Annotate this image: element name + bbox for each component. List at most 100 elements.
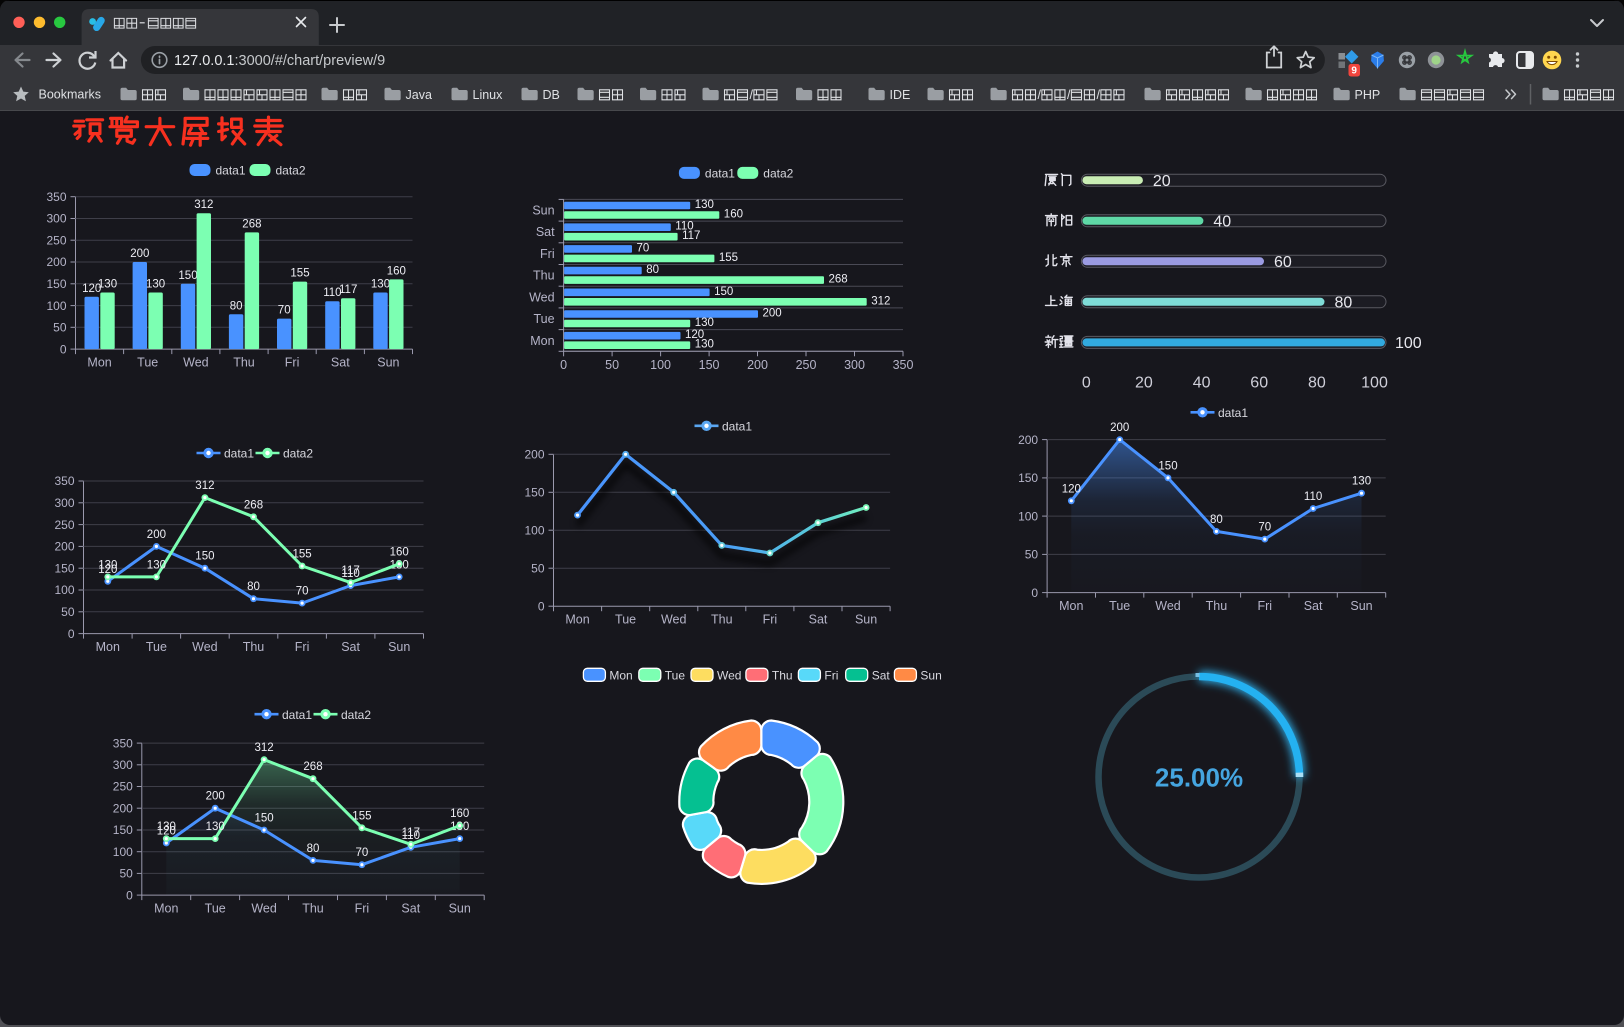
svg-text:50: 50 xyxy=(1025,548,1039,562)
svg-text:80: 80 xyxy=(230,300,243,312)
svg-text:155: 155 xyxy=(352,810,371,822)
svg-text:50: 50 xyxy=(53,321,67,335)
svg-text:Tue: Tue xyxy=(1109,599,1130,613)
svg-text:Sun: Sun xyxy=(532,204,554,218)
svg-text:200: 200 xyxy=(46,255,66,269)
svg-text:130: 130 xyxy=(146,279,165,291)
svg-text:20: 20 xyxy=(1153,173,1171,190)
svg-text:50: 50 xyxy=(605,358,619,372)
svg-text:100: 100 xyxy=(1361,375,1388,392)
svg-text:80: 80 xyxy=(1210,514,1223,526)
svg-text:80: 80 xyxy=(247,581,260,593)
svg-text:50: 50 xyxy=(119,867,133,881)
svg-text:350: 350 xyxy=(54,474,74,488)
svg-text:data2: data2 xyxy=(276,164,306,178)
svg-text:130: 130 xyxy=(98,559,117,571)
svg-text:100: 100 xyxy=(1395,335,1422,352)
svg-text:80: 80 xyxy=(1335,294,1353,311)
svg-text:DB: DB xyxy=(543,88,560,102)
svg-text:100: 100 xyxy=(54,583,74,597)
svg-text:130: 130 xyxy=(98,279,117,291)
svg-text:130: 130 xyxy=(157,821,176,833)
svg-text:300: 300 xyxy=(844,358,865,372)
svg-text:Sat: Sat xyxy=(536,225,555,239)
svg-text:Java: Java xyxy=(406,88,432,102)
svg-text:120: 120 xyxy=(82,283,101,295)
svg-text:312: 312 xyxy=(195,480,214,492)
svg-text:70: 70 xyxy=(356,847,369,859)
svg-text:70: 70 xyxy=(278,305,291,317)
svg-text:120: 120 xyxy=(1062,483,1081,495)
svg-text:80: 80 xyxy=(646,264,659,276)
svg-text:127.0.0.1: 127.0.0.1 xyxy=(174,53,234,69)
svg-text:117: 117 xyxy=(339,284,357,296)
svg-text:160: 160 xyxy=(724,209,743,221)
svg-text:130: 130 xyxy=(206,821,225,833)
svg-text:150: 150 xyxy=(113,823,133,837)
svg-text:70: 70 xyxy=(637,242,650,254)
svg-text:Thu: Thu xyxy=(302,902,324,916)
svg-text:0: 0 xyxy=(126,888,133,902)
svg-text:Tue: Tue xyxy=(615,613,636,627)
svg-text:150: 150 xyxy=(46,277,66,291)
svg-text:Bookmarks: Bookmarks xyxy=(39,88,102,102)
svg-text:70: 70 xyxy=(296,586,309,598)
svg-text:Sun: Sun xyxy=(449,902,471,916)
svg-text:Mon: Mon xyxy=(87,356,111,370)
svg-text:200: 200 xyxy=(113,801,133,815)
svg-text:100: 100 xyxy=(1018,509,1038,523)
svg-text:0: 0 xyxy=(1031,586,1038,600)
svg-text:Thu: Thu xyxy=(533,269,555,283)
svg-text::3000/#/chart/preview/9: :3000/#/chart/preview/9 xyxy=(235,53,386,69)
svg-text:Wed: Wed xyxy=(1155,599,1181,613)
svg-text:155: 155 xyxy=(290,268,309,280)
svg-text:268: 268 xyxy=(244,499,263,511)
svg-text:0: 0 xyxy=(68,627,75,641)
svg-text:150: 150 xyxy=(178,270,197,282)
svg-text:150: 150 xyxy=(699,358,720,372)
svg-text:110: 110 xyxy=(402,830,420,842)
svg-text:268: 268 xyxy=(242,218,261,230)
svg-text:Mon: Mon xyxy=(1059,599,1083,613)
svg-text:data1: data1 xyxy=(705,167,735,181)
svg-text:9: 9 xyxy=(1351,66,1357,77)
svg-text:Sun: Sun xyxy=(377,356,399,370)
svg-text:Sun: Sun xyxy=(920,669,941,683)
svg-text:350: 350 xyxy=(113,736,133,750)
svg-text:130: 130 xyxy=(695,339,714,351)
svg-text:Mon: Mon xyxy=(530,334,554,348)
svg-text:312: 312 xyxy=(255,742,274,754)
svg-text:Mon: Mon xyxy=(96,640,120,654)
svg-text:Wed: Wed xyxy=(717,669,741,683)
svg-text:Thu: Thu xyxy=(233,356,255,370)
svg-text:0: 0 xyxy=(538,599,545,613)
svg-text:130: 130 xyxy=(695,317,714,329)
svg-text:Wed: Wed xyxy=(529,290,555,304)
svg-text:Mon: Mon xyxy=(609,669,632,683)
svg-text:155: 155 xyxy=(293,549,312,561)
svg-text:250: 250 xyxy=(54,518,74,532)
svg-text:0: 0 xyxy=(1082,375,1091,392)
svg-text:50: 50 xyxy=(61,605,75,619)
svg-text:data2: data2 xyxy=(283,447,313,461)
svg-text:268: 268 xyxy=(829,274,848,286)
svg-text:117: 117 xyxy=(341,565,359,577)
svg-text:Tue: Tue xyxy=(137,356,158,370)
svg-text:Fri: Fri xyxy=(355,902,370,916)
svg-text:160: 160 xyxy=(450,808,469,820)
svg-text:50: 50 xyxy=(531,561,545,575)
svg-text:Thu: Thu xyxy=(711,613,733,627)
svg-text:Thu: Thu xyxy=(772,669,793,683)
svg-text:312: 312 xyxy=(871,295,890,307)
svg-text:Sat: Sat xyxy=(401,902,420,916)
svg-text:300: 300 xyxy=(113,758,133,772)
svg-text:268: 268 xyxy=(303,761,322,773)
svg-text:150: 150 xyxy=(1158,460,1177,472)
svg-text:130: 130 xyxy=(1352,476,1371,488)
svg-text:Sun: Sun xyxy=(1350,599,1372,613)
svg-text:150: 150 xyxy=(714,286,733,298)
svg-text:200: 200 xyxy=(147,529,166,541)
svg-text:data2: data2 xyxy=(763,167,793,181)
svg-text:150: 150 xyxy=(524,486,544,500)
svg-text:120: 120 xyxy=(157,826,176,838)
